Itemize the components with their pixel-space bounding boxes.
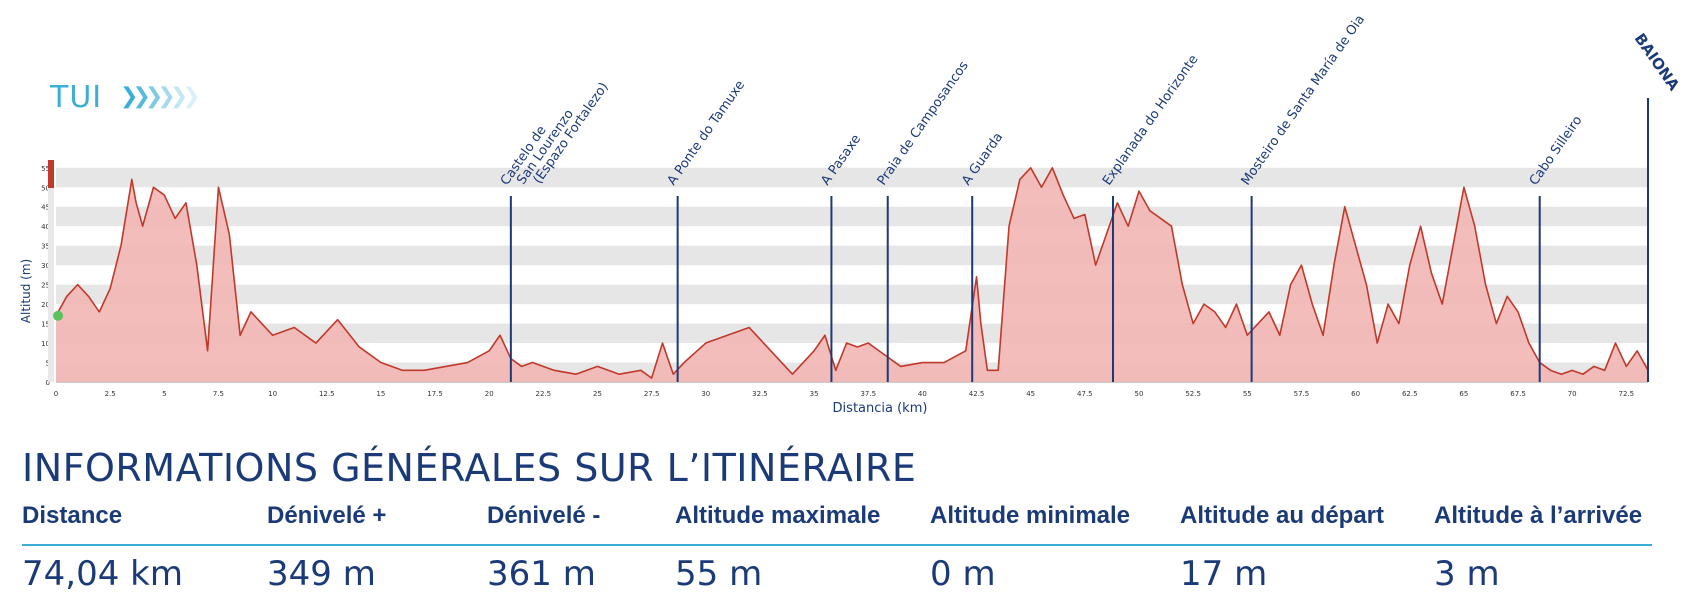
waypoint-label: BAIONA [1631,30,1684,94]
x-tick-label: 22.5 [536,390,552,398]
x-tick-label: 50 [1135,390,1144,398]
grid-band [56,206,1648,227]
x-tick-label: 37.5 [860,390,876,398]
stat-max-altitude: Altitude maximale 55 m [675,502,881,594]
direction-arrows-icon: ❯ ❯ ❯ ❯ ❯ ❯ [120,84,201,109]
grid-band [56,245,1648,266]
start-town-label: TUI [50,80,103,115]
x-tick-label: 47.5 [1077,390,1093,398]
stat-label: Altitude au départ [1180,502,1385,529]
stat-value: 0 m [930,554,996,594]
y-tick-label: 45 [41,204,50,212]
stat-label: Altitude minimale [930,502,1131,529]
grid-band [56,284,1648,305]
arrow-chevron-icon: ❯ [120,84,139,109]
arrow-chevron-icon: ❯ [169,84,189,109]
x-tick-label: 30 [701,390,710,398]
x-tick-label: 10 [268,390,277,398]
stat-value: 361 m [487,554,596,594]
x-tick-label: 15 [376,390,385,398]
y-tick-label: 10 [41,340,50,348]
x-tick-label: 17.5 [427,390,443,398]
x-tick-label: 62.5 [1402,390,1418,398]
x-tick-label: 55 [1243,390,1252,398]
x-tick-label: 42.5 [969,390,985,398]
x-tick-label: 45 [1026,390,1035,398]
stat-value: 55 m [675,554,763,594]
x-tick-label: 32.5 [752,390,768,398]
arrow-chevron-icon: ❯ [157,84,176,109]
x-tick-label: 70 [1568,390,1577,398]
stat-elevation-gain: Dénivelé + 349 m [267,502,387,594]
stat-elevation-loss: Dénivelé - 361 m [487,502,601,594]
x-tick-label: 25 [593,390,602,398]
section-title: INFORMATIONS GÉNÉRALES SUR L’ITINÉRAIRE [22,446,917,490]
stat-label: Dénivelé + [267,502,387,529]
arrow-chevron-icon: ❯ [144,84,164,109]
y-tick-label: 25 [41,282,50,290]
altitude-area [56,167,1648,382]
y-tick-label: 40 [41,223,50,231]
y-axis-bar-top [48,160,54,188]
stat-label: Altitude maximale [675,502,881,529]
x-tick-label: 60 [1351,390,1360,398]
waypoint-label: Mosteiro de Santa María de Oia [1239,12,1368,188]
x-axis-title: Distancia (km) [833,401,928,416]
stat-label: Altitude à l’arrivée [1434,502,1643,529]
x-tick-label: 65 [1459,390,1468,398]
arrow-chevron-icon: ❯ [182,84,201,109]
y-tick-label: 5 [46,360,50,368]
stat-start-altitude: Altitude au départ 17 m [1180,502,1385,594]
y-axis-title: Altitud (m) [19,259,33,323]
y-tick-label: 20 [41,301,50,309]
x-tick-label: 12.5 [319,390,335,398]
y-tick-label: 15 [41,321,50,329]
x-tick-label: 67.5 [1510,390,1526,398]
x-tick-label: 20 [485,390,494,398]
x-tick-label: 5 [162,390,166,398]
stats-table: Distance 74,04 km Dénivelé + 349 m Déniv… [22,502,1672,602]
stats-divider [22,544,1652,546]
y-tick-label: 35 [41,243,50,251]
stat-value: 17 m [1180,554,1268,594]
x-tick-label: 40 [918,390,927,398]
y-tick-label: 0 [46,379,50,387]
stat-value: 74,04 km [22,554,183,594]
stat-end-altitude: Altitude à l’arrivée 3 m [1434,502,1643,594]
y-tick-label: 50 [41,184,50,192]
stat-value: 3 m [1434,554,1500,594]
grid-band [56,167,1648,188]
y-axis-bar [48,160,54,382]
start-point-marker [53,310,63,321]
x-tick-label: 0 [54,390,58,398]
x-tick-label: 52.5 [1185,390,1201,398]
stat-value: 349 m [267,554,376,594]
x-tick-label: 27.5 [644,390,660,398]
stat-label: Dénivelé - [487,502,601,529]
y-tick-label: 30 [41,262,50,270]
x-tick-label: 35 [810,390,819,398]
y-tick-label: 55 [41,165,50,173]
x-tick-label: 57.5 [1294,390,1310,398]
x-tick-label: 72.5 [1619,390,1635,398]
stat-min-altitude: Altitude minimale 0 m [930,502,1131,594]
x-tick-label: 7.5 [213,390,224,398]
stat-label: Distance [22,502,123,529]
arrow-chevron-icon: ❯ [132,84,151,109]
altitude-line [55,166,1649,379]
x-tick-label: 2.5 [105,390,116,398]
stat-distance: Distance 74,04 km [22,502,183,594]
